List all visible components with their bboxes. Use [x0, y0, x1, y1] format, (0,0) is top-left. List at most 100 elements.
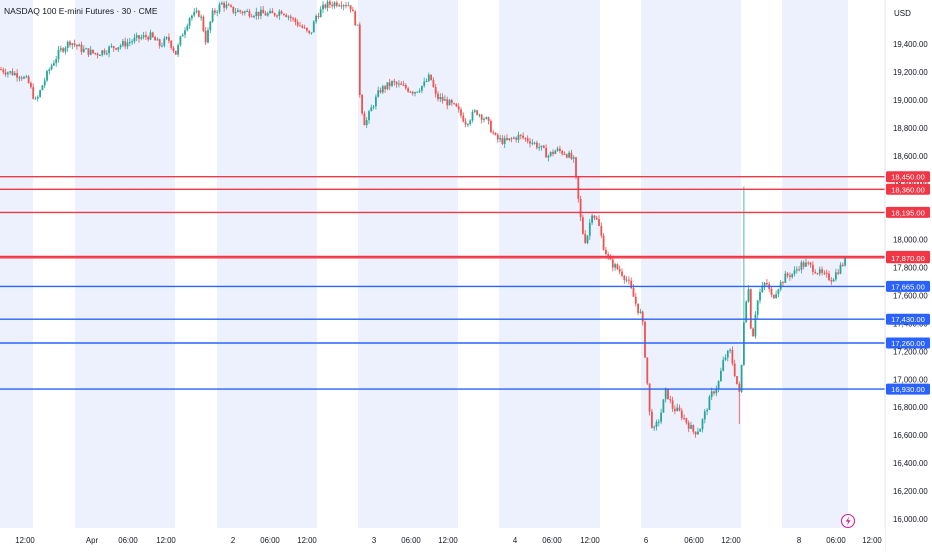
candle-body [151, 32, 154, 38]
candle-body [398, 83, 400, 85]
candle-body [39, 90, 41, 97]
candle-body [563, 154, 566, 155]
resistance-level-price-label: 17,870.00 [891, 254, 925, 263]
candle-body [660, 412, 662, 422]
candle-body [322, 4, 324, 10]
candle-body [515, 137, 518, 140]
candle-body [96, 53, 99, 56]
candle-body [131, 41, 133, 43]
candle-body [439, 97, 442, 100]
candle-body [561, 150, 564, 154]
candle-body [409, 91, 412, 93]
candle-body [400, 83, 403, 85]
support-level-price-label: 17,430.00 [891, 315, 925, 324]
candle-body [554, 150, 557, 154]
candle-body [356, 24, 359, 26]
support-level-price-tag [886, 313, 930, 325]
candle-body [579, 198, 582, 218]
price-tick-label: 18,000.00 [893, 236, 928, 245]
resistance-level-price-label: 18,195.00 [891, 208, 925, 217]
time-tick-label: 12:00 [15, 536, 35, 545]
candle-body [770, 288, 773, 295]
currency-label[interactable]: USD [894, 9, 911, 18]
candle-body [437, 93, 439, 99]
candle-body [296, 22, 299, 26]
candle-body [223, 2, 225, 8]
candle-body [706, 410, 708, 412]
candle-body [446, 99, 449, 106]
candle-body [57, 49, 60, 60]
candle-body [239, 10, 242, 12]
candle-body [207, 30, 209, 43]
price-tick-label: 19,200.00 [893, 68, 928, 77]
candle-body [329, 1, 331, 5]
candle-body [138, 35, 140, 39]
candle-body [391, 81, 393, 86]
candle-body [372, 106, 375, 108]
candle-body [377, 90, 380, 97]
price-level-tags: 18,450.0018,360.0018,195.0017,880.0017,8… [886, 171, 930, 395]
candle-body [115, 48, 117, 50]
price-tick-label: 19,000.00 [893, 96, 928, 105]
candle-body [191, 15, 193, 19]
candle-body [664, 388, 667, 400]
candle-body [793, 270, 796, 274]
candle-body [614, 264, 616, 268]
candle-body [462, 115, 465, 122]
candle-body [450, 100, 453, 104]
candle-body [4, 72, 7, 75]
candle-body [62, 48, 64, 52]
time-tick-label: 12:00 [580, 536, 600, 545]
candle-body [517, 134, 520, 140]
candle-body [234, 12, 237, 14]
candle-body [335, 2, 338, 6]
candle-body [99, 55, 101, 56]
bolt-button[interactable] [840, 513, 856, 529]
time-tick-label: 4 [513, 536, 518, 545]
candle-body [777, 289, 780, 294]
candle-body [667, 388, 669, 400]
time-tick-label: 12:00 [297, 536, 317, 545]
candle-body [388, 82, 391, 86]
candle-body [319, 9, 322, 18]
candle-body [572, 157, 575, 159]
candle-body [50, 65, 53, 70]
candle-body [101, 50, 104, 56]
candle-body [800, 262, 803, 270]
candle-body [174, 50, 177, 55]
candle-body [591, 215, 593, 223]
candle-body [480, 114, 483, 120]
chart-title: NASDAQ 100 E-mini Futures · 30 · CME [4, 6, 158, 16]
candle-body [600, 225, 603, 236]
price-tick-label: 17,200.00 [893, 347, 928, 356]
candle-body [828, 273, 830, 280]
candle-body [375, 96, 377, 107]
candle-body [763, 283, 766, 286]
candle-body [418, 90, 421, 92]
candle-body [678, 407, 681, 411]
candle-body [177, 45, 179, 55]
candle-body [278, 11, 281, 16]
candle-body [830, 280, 833, 282]
session-band [358, 0, 458, 528]
candle-body [299, 25, 301, 27]
candle-body [641, 311, 644, 322]
candle-body [149, 32, 152, 40]
candle-body [326, 1, 329, 8]
candle-body [674, 408, 676, 412]
candle-body [122, 41, 124, 46]
candle-body [710, 391, 713, 397]
candle-body [347, 5, 350, 7]
candle-body [690, 425, 692, 429]
candle-body [506, 138, 508, 140]
candle-body [653, 426, 656, 428]
candle-body [317, 16, 320, 18]
candle-body [669, 399, 672, 401]
candle-body [717, 381, 720, 389]
candle-body [361, 95, 363, 114]
candle-body [216, 11, 219, 13]
candle-body [756, 300, 759, 315]
candle-body [36, 96, 39, 99]
